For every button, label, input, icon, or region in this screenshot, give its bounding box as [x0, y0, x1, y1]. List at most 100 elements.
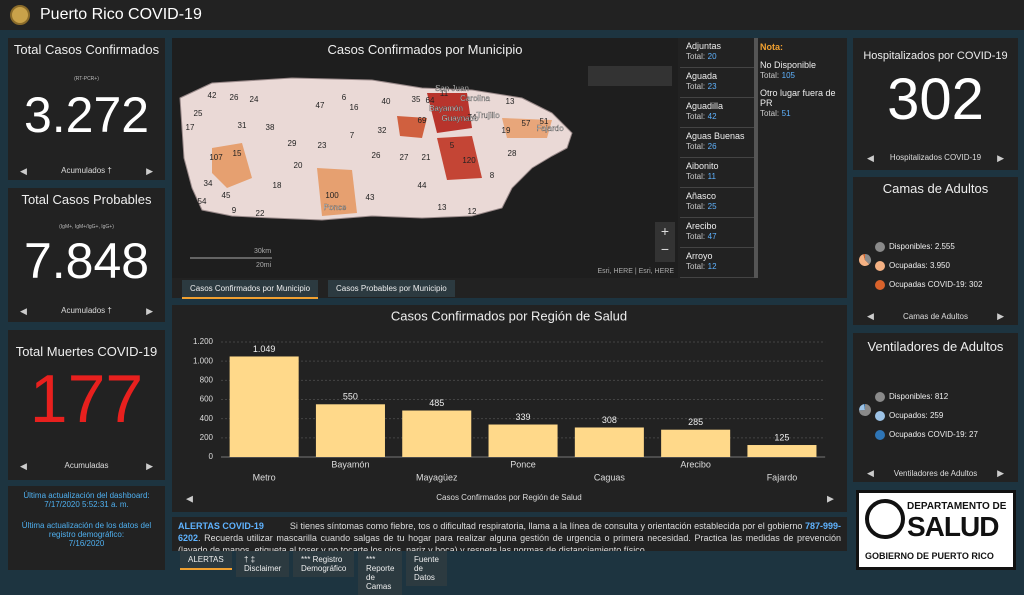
alert-tab[interactable]: Fuente de Datos: [406, 551, 447, 586]
map-label: 16: [350, 103, 359, 112]
alert-tab[interactable]: † ‡ Disclaimer: [236, 551, 290, 577]
map-label: 32: [378, 126, 387, 135]
total-value: 12: [707, 262, 717, 271]
map-label: 24: [250, 95, 259, 104]
total-label: Total:: [686, 142, 706, 151]
municipality-list: Adjuntas Total: 20 Aguada Total: 23 Aguadill…: [680, 38, 754, 278]
pie-slice: [864, 404, 865, 410]
next-arrow[interactable]: ▶: [827, 493, 834, 503]
total-value: 47: [707, 232, 717, 241]
bar-panel: Casos Confirmados por Región de Salud Ca…: [172, 305, 847, 512]
legend-label: Ocupadas COVID-19:: [889, 280, 967, 290]
zoom-in[interactable]: +: [661, 223, 669, 239]
data-label: 550: [343, 392, 358, 402]
pie-chart: [859, 404, 871, 416]
prev-arrow[interactable]: ◀: [186, 493, 193, 503]
card-value: 7.848: [23, 233, 150, 289]
prev-arrow[interactable]: ◀: [20, 306, 27, 316]
y-tick-label: 1.000: [193, 356, 214, 365]
alerts-text: Si tienes síntomas como fiebre, tos o di…: [289, 521, 803, 531]
card-subtitle: (RT-PCR+): [74, 76, 99, 82]
total-label: Total:: [686, 202, 706, 211]
map-label: 74: [468, 113, 477, 122]
map-label: 29: [288, 139, 297, 148]
data-label: 285: [688, 417, 703, 427]
total-label: Total:: [686, 262, 706, 271]
map-label: 120: [462, 156, 476, 165]
scrollbar[interactable]: [754, 38, 758, 278]
map-label: 57: [522, 119, 531, 128]
card-deaths: Total Muertes COVID-19 177 ◀ Acumuladas …: [8, 330, 165, 480]
map-label: 11: [440, 89, 449, 98]
logo-line: GOBIERNO DE PUERTO RICO: [865, 551, 994, 561]
zoom-out[interactable]: −: [661, 241, 669, 257]
legend-row: Ocupados COVID-19: 27: [875, 430, 978, 440]
total-value: 11: [707, 172, 716, 181]
alert-tab[interactable]: *** Registro Demográfico: [293, 551, 355, 577]
map-label: 13: [506, 97, 515, 106]
region-shade: [397, 116, 427, 138]
prev-arrow[interactable]: ◀: [867, 153, 874, 163]
map-label: 13: [438, 203, 447, 212]
place-label: Bayamón: [429, 104, 463, 113]
next-arrow[interactable]: ▶: [146, 166, 153, 176]
legend-swatch: [875, 261, 885, 271]
municipality-name: Arecibo: [686, 221, 717, 231]
next-arrow[interactable]: ▶: [997, 311, 1004, 321]
y-tick-label: 800: [200, 375, 214, 384]
total-value: 25: [707, 202, 717, 211]
prev-arrow[interactable]: ◀: [867, 311, 874, 321]
map-label: 38: [266, 123, 275, 132]
map-label: 5: [450, 141, 455, 150]
map-label: 34: [204, 179, 213, 188]
prev-arrow[interactable]: ◀: [867, 468, 874, 478]
note-item: Otro lugar fuera de PR Total: 51: [760, 88, 844, 118]
map-panel: + − 30km 20mi Esri, HERE | Esri, HERE 42…: [172, 38, 847, 299]
total-label: Total:: [686, 172, 706, 181]
scale-label: 30km: [254, 248, 271, 255]
data-label: 308: [602, 415, 617, 425]
legend-label: Disponibles:: [889, 242, 933, 252]
alert-tab[interactable]: ALERTAS: [180, 551, 232, 570]
map-label: 25: [194, 109, 203, 118]
map-tab[interactable]: Casos Probables por Municipio: [328, 280, 455, 297]
municipality-item: Aibonito Total: 11: [680, 158, 754, 188]
prev-arrow[interactable]: ◀: [20, 461, 27, 471]
total-label: Total:: [686, 232, 706, 241]
place-label: Guaynabo: [442, 114, 479, 123]
map-label: 100: [325, 191, 339, 200]
prev-arrow[interactable]: ◀: [20, 166, 27, 176]
data-label: 1.049: [253, 344, 276, 354]
next-arrow[interactable]: ▶: [997, 468, 1004, 478]
region-shade: [317, 168, 357, 216]
alert-tab[interactable]: *** Reporte de Camas: [358, 551, 403, 595]
municipality-name: Arroyo: [686, 251, 713, 261]
legend-label: Ocupados COVID-19:: [889, 430, 967, 440]
next-arrow[interactable]: ▶: [997, 153, 1004, 163]
place-label: Ponce: [324, 203, 347, 212]
y-tick-label: 200: [200, 433, 214, 442]
map-tab[interactable]: Casos Confirmados por Municipio: [182, 280, 319, 299]
next-arrow[interactable]: ▶: [146, 461, 153, 471]
legend-swatch: [875, 411, 885, 421]
legend-row: Disponibles: 812: [875, 392, 948, 402]
header-title: Puerto Rico COVID-19: [40, 6, 202, 23]
map-label: 51: [540, 117, 549, 126]
card-beds: Camas de Adultos ◀ Camas de Adultos ▶ Di…: [853, 177, 1018, 325]
seal-icon: [10, 5, 30, 25]
card-confirmed: Total Casos Confirmados (RT-PCR+) 3.272 …: [8, 38, 165, 180]
zoom-control[interactable]: [655, 222, 675, 262]
map-title: Casos Confirmados por Municipio: [327, 42, 523, 57]
place-label: Fajardo: [536, 124, 564, 133]
y-tick-label: 400: [200, 414, 214, 423]
municipality-item: Añasco Total: 25: [680, 188, 754, 218]
card-value: 302: [887, 67, 984, 132]
card-footer: Hospitalizados COVID-19: [889, 153, 982, 162]
next-arrow[interactable]: ▶: [146, 306, 153, 316]
legend-value: 812: [934, 392, 949, 402]
x-tick-label: Mayagüez: [416, 472, 458, 482]
map-label: 28: [508, 149, 517, 158]
map-label: 64: [426, 96, 435, 105]
map-toolbar[interactable]: [588, 66, 672, 86]
update-label: Última actualización de los datos del re…: [21, 521, 152, 539]
